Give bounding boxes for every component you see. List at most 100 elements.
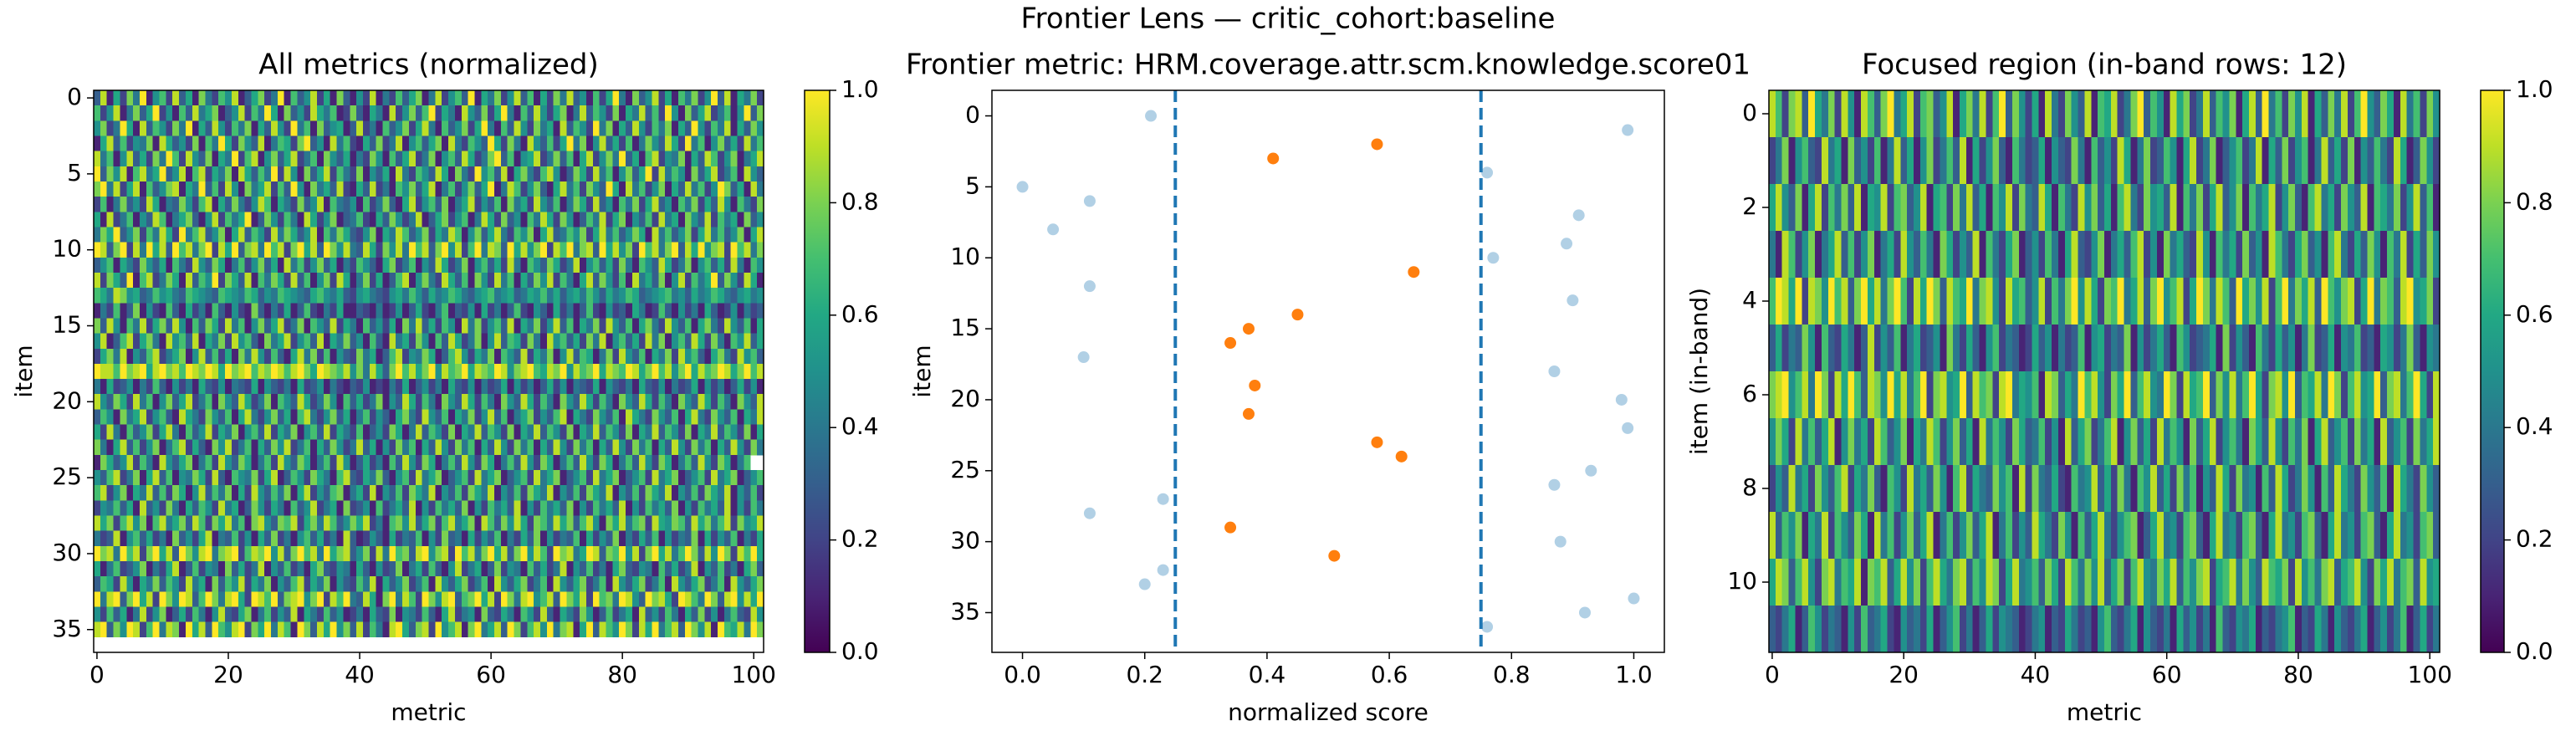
heatmap-cell bbox=[185, 333, 193, 350]
heatmap-cell bbox=[1960, 559, 1967, 606]
heatmap-cell bbox=[638, 288, 647, 304]
heatmap-cell bbox=[730, 545, 738, 562]
heatmap-cell bbox=[415, 621, 423, 638]
heatmap-cell bbox=[1999, 184, 2006, 232]
heatmap-cell bbox=[2360, 137, 2368, 185]
heatmap-cell bbox=[389, 181, 396, 197]
heatmap-cell bbox=[494, 181, 502, 197]
heatmap-cell bbox=[612, 424, 620, 441]
heatmap-cell bbox=[396, 363, 403, 380]
heatmap-cell bbox=[218, 135, 226, 152]
heatmap-cell bbox=[619, 227, 626, 243]
heatmap-cell bbox=[304, 439, 311, 456]
heatmap-cell bbox=[389, 606, 396, 623]
heatmap-cell bbox=[599, 227, 606, 243]
heatmap-cell bbox=[698, 348, 705, 365]
heatmap-cell bbox=[1827, 465, 1836, 513]
heatmap-cell bbox=[218, 242, 226, 258]
heatmap-cell bbox=[612, 212, 620, 227]
heatmap-cell bbox=[750, 591, 758, 607]
heatmap-cell bbox=[560, 409, 567, 425]
heatmap-cell bbox=[718, 90, 725, 106]
heatmap-cell bbox=[297, 576, 304, 592]
heatmap-cell bbox=[560, 181, 567, 197]
heatmap-cell bbox=[415, 288, 423, 304]
heatmap-cell bbox=[2078, 512, 2085, 560]
heatmap-cell bbox=[271, 227, 279, 243]
heatmap-cell bbox=[2288, 90, 2296, 138]
heatmap-cell bbox=[1808, 418, 1816, 466]
heatmap-cell bbox=[205, 333, 212, 350]
heatmap-cell bbox=[2156, 418, 2165, 466]
heatmap-cell bbox=[1887, 231, 1894, 279]
heatmap-cell bbox=[251, 379, 258, 395]
heatmap-cell bbox=[2163, 231, 2171, 279]
heatmap-cell bbox=[698, 591, 705, 607]
heatmap-cell bbox=[442, 485, 449, 501]
heatmap-cell bbox=[106, 333, 114, 350]
heatmap-cell bbox=[159, 272, 166, 289]
heatmap-cell bbox=[310, 242, 318, 258]
heatmap-cell bbox=[323, 439, 331, 456]
heatmap-cell bbox=[468, 515, 475, 532]
heatmap-cell bbox=[442, 561, 449, 577]
heatmap-cell bbox=[258, 197, 265, 212]
heatmap-cell bbox=[540, 530, 548, 547]
y-tick-label: 20 bbox=[52, 386, 82, 414]
heatmap-cell bbox=[1992, 231, 2000, 279]
heatmap-cell bbox=[606, 166, 613, 182]
heatmap-cell bbox=[626, 90, 633, 106]
heatmap-cell bbox=[277, 212, 285, 227]
heatmap-cell bbox=[408, 409, 417, 425]
heatmap-cell bbox=[718, 288, 725, 304]
heatmap-cell bbox=[2025, 184, 2032, 232]
heatmap-cell bbox=[212, 424, 219, 441]
heatmap-cell bbox=[698, 272, 705, 289]
heatmap-cell bbox=[100, 272, 108, 289]
heatmap-cell bbox=[500, 166, 509, 182]
heatmap-cell bbox=[362, 621, 371, 638]
heatmap-cell bbox=[652, 257, 659, 273]
heatmap-cell bbox=[468, 545, 475, 562]
heatmap-cell bbox=[442, 545, 449, 562]
heatmap-cell bbox=[500, 212, 509, 227]
heatmap-cell bbox=[606, 470, 613, 486]
heatmap-cell bbox=[730, 424, 738, 441]
heatmap-cell bbox=[514, 576, 521, 592]
heatmap-cell bbox=[546, 288, 555, 304]
heatmap-cell bbox=[2367, 371, 2374, 419]
heatmap-cell bbox=[757, 212, 764, 227]
heatmap-cell bbox=[665, 135, 672, 152]
heatmap-cell bbox=[2018, 465, 2027, 513]
heatmap-cell bbox=[468, 394, 475, 410]
heatmap-cell bbox=[238, 515, 246, 532]
heatmap-cell bbox=[435, 151, 442, 167]
heatmap-cell bbox=[546, 181, 555, 197]
heatmap-cell bbox=[2433, 231, 2441, 279]
heatmap-cell bbox=[120, 181, 127, 197]
heatmap-cell bbox=[737, 288, 744, 304]
heatmap-cell bbox=[323, 181, 331, 197]
heatmap-cell bbox=[507, 90, 514, 106]
heatmap-cell bbox=[172, 348, 180, 365]
heatmap-cell bbox=[146, 500, 154, 516]
heatmap-cell bbox=[730, 333, 738, 350]
heatmap-cell bbox=[560, 257, 567, 273]
heatmap-cell bbox=[231, 333, 239, 350]
heatmap-cell bbox=[297, 135, 304, 152]
heatmap-cell bbox=[2183, 278, 2190, 325]
heatmap-cell bbox=[231, 606, 239, 623]
heatmap-cell bbox=[645, 166, 652, 182]
heatmap-cell bbox=[133, 439, 141, 456]
scatter-point bbox=[1622, 422, 1634, 434]
heatmap-cell bbox=[691, 439, 698, 456]
heatmap-cell bbox=[2216, 184, 2223, 232]
heatmap-cell bbox=[757, 606, 764, 623]
heatmap-cell bbox=[251, 515, 258, 532]
heatmap-cell bbox=[310, 515, 318, 532]
heatmap-cell bbox=[166, 530, 173, 547]
heatmap-cell bbox=[658, 333, 666, 350]
heatmap-cell bbox=[350, 545, 357, 562]
heatmap-cell bbox=[343, 439, 350, 456]
heatmap-cell bbox=[553, 530, 560, 547]
